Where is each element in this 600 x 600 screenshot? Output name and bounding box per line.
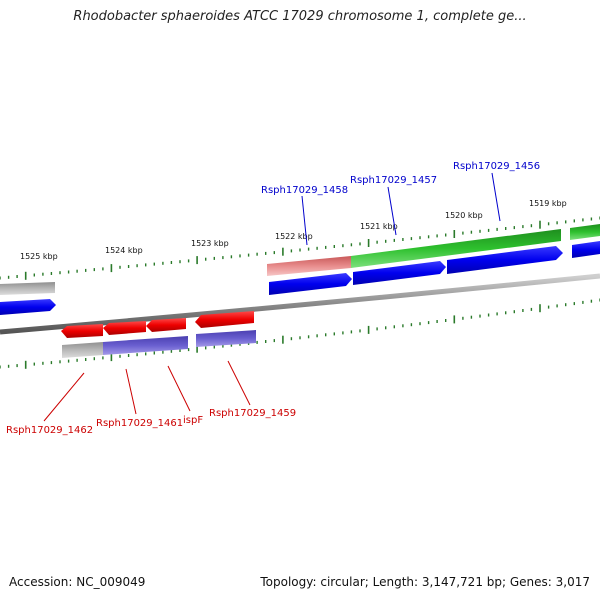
callout-line-1457 bbox=[387, 186, 397, 236]
cds-feature-1457-1456[interactable] bbox=[351, 229, 561, 268]
gene-arrow-forward-left[interactable] bbox=[0, 299, 56, 315]
gene-label-rsph17029-1459[interactable]: Rsph17029_1459 bbox=[209, 408, 296, 419]
gene-label-rsph17029-1461[interactable]: Rsph17029_1461 bbox=[96, 418, 183, 429]
gene-label-rsph17029-1462[interactable]: Rsph17029_1462 bbox=[6, 425, 93, 436]
cds-feature-next[interactable] bbox=[570, 224, 600, 240]
kbp-label-1524: 1524 kbp bbox=[105, 246, 143, 255]
callout-line-1461 bbox=[125, 368, 137, 415]
gene-label-rsph17029-1457[interactable]: Rsph17029_1457 bbox=[350, 175, 437, 186]
gene-arrow-rsph17029-1458[interactable] bbox=[269, 273, 352, 295]
forward-feature-track bbox=[0, 224, 600, 295]
pseudo-feature-1462[interactable] bbox=[62, 342, 103, 358]
rna-feature-1458[interactable] bbox=[267, 256, 351, 276]
gene-arrow-rsph17029-1459[interactable] bbox=[195, 311, 254, 328]
gene-arrow-ispf[interactable] bbox=[146, 318, 186, 332]
gene-label-ispf[interactable]: ispF bbox=[183, 415, 203, 426]
genome-stats-text: Topology: circular; Length: 3,147,721 bp… bbox=[260, 575, 590, 589]
forward-genes bbox=[0, 241, 600, 315]
kbp-label-1522: 1522 kbp bbox=[275, 232, 313, 241]
accession-text: Accession: NC_009049 bbox=[9, 575, 146, 589]
kbp-label-1520: 1520 kbp bbox=[445, 211, 483, 220]
kbp-label-1523: 1523 kbp bbox=[191, 239, 229, 248]
callout-line-1456 bbox=[491, 172, 501, 222]
cds-feature-1461-ispf[interactable] bbox=[103, 336, 188, 355]
kbp-scale-labels: 1525 kbp 1524 kbp 1523 kbp 1522 kbp 1521… bbox=[20, 199, 567, 261]
reverse-feature-track bbox=[62, 330, 256, 358]
pseudo-feature-1[interactable] bbox=[0, 282, 55, 295]
gene-callout-lines bbox=[43, 172, 501, 422]
kbp-label-1521: 1521 kbp bbox=[360, 222, 398, 231]
map-title: Rhodobacter sphaeroides ATCC 17029 chrom… bbox=[73, 9, 527, 24]
reverse-genes bbox=[61, 311, 254, 338]
callout-line-1462 bbox=[43, 372, 85, 422]
scale-ticks-lower bbox=[0, 298, 600, 369]
gene-arrow-rsph17029-1456[interactable] bbox=[447, 246, 563, 274]
cds-feature-1459[interactable] bbox=[196, 330, 256, 347]
kbp-label-1519: 1519 kbp bbox=[529, 199, 567, 208]
kbp-label-1525: 1525 kbp bbox=[20, 252, 58, 261]
gene-label-rsph17029-1458[interactable]: Rsph17029_1458 bbox=[261, 185, 348, 196]
callout-line-1459 bbox=[227, 360, 251, 406]
chromosome-backbone bbox=[0, 273, 600, 335]
gene-label-rsph17029-1456[interactable]: Rsph17029_1456 bbox=[453, 161, 540, 172]
gene-arrow-forward-right[interactable] bbox=[572, 241, 600, 258]
scale-ticks-upper bbox=[0, 216, 600, 280]
callout-line-ispf bbox=[167, 365, 191, 412]
gene-arrow-rsph17029-1461[interactable] bbox=[103, 321, 146, 335]
gene-arrow-rsph17029-1462[interactable] bbox=[61, 324, 103, 338]
gene-arrow-rsph17029-1457[interactable] bbox=[353, 261, 446, 285]
callout-line-1458 bbox=[301, 195, 308, 246]
gene-labels: Rsph17029_1458 Rsph17029_1457 Rsph17029_… bbox=[6, 161, 540, 436]
